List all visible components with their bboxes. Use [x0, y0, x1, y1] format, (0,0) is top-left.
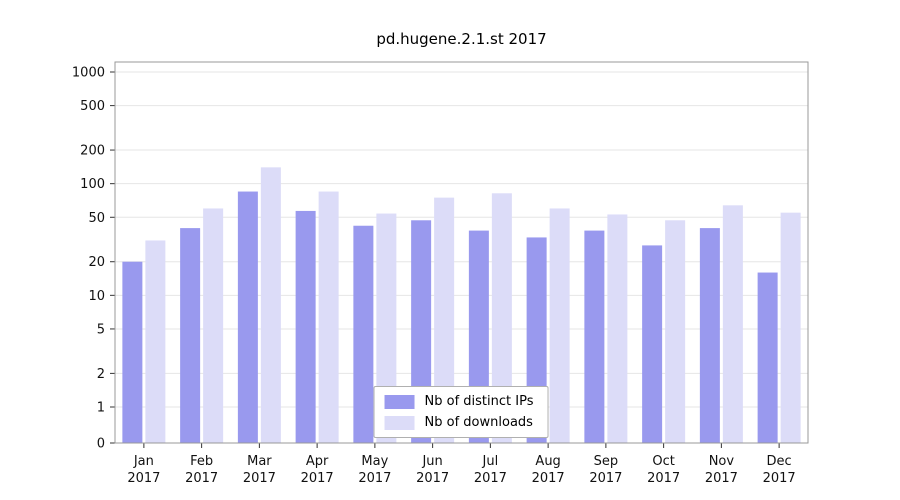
y-tick-label-5: 5 — [97, 322, 105, 337]
bar-distinct-ips-Feb — [180, 228, 201, 443]
y-tick-label-1: 1 — [97, 401, 105, 416]
x-label-year-Jun: 2017 — [416, 471, 449, 486]
x-label-year-Dec: 2017 — [763, 471, 796, 486]
bar-downloads-Oct — [665, 220, 686, 443]
x-label-year-Aug: 2017 — [532, 471, 565, 486]
y-tick-label-2: 2 — [97, 367, 105, 382]
y-tick-label-20: 20 — [88, 255, 105, 270]
legend: Nb of distinct IPs Nb of downloads — [373, 386, 549, 438]
x-label-month-Feb: Feb — [190, 454, 213, 469]
x-label-year-Jul: 2017 — [474, 471, 507, 486]
bar-downloads-Nov — [722, 205, 743, 443]
legend-item-downloads: Nb of downloads — [384, 415, 534, 430]
bar-distinct-ips-Dec — [757, 272, 778, 443]
x-label-month-Jul: Jul — [482, 454, 499, 469]
legend-label-distinct-ips: Nb of distinct IPs — [424, 394, 534, 409]
plot-border — [114, 61, 809, 444]
x-label-month-Sep: Sep — [594, 454, 619, 469]
y-tick-label-0: 0 — [97, 437, 105, 452]
x-label-year-Sep: 2017 — [589, 471, 622, 486]
x-label-month-Dec: Dec — [767, 454, 792, 469]
x-label-year-Oct: 2017 — [647, 471, 680, 486]
x-label-month-Oct: Oct — [652, 454, 674, 469]
chart-title: pd.hugene.2.1.st 2017 — [376, 30, 547, 48]
x-label-month-Jun: Jun — [421, 454, 442, 469]
legend-item-distinct-ips: Nb of distinct IPs — [384, 394, 534, 409]
y-tick-label-100: 100 — [80, 177, 105, 192]
legend-swatch-downloads — [384, 415, 415, 430]
x-label-month-Jan: Jan — [133, 454, 154, 469]
x-label-month-Apr: Apr — [306, 454, 329, 469]
legend-swatch-distinct-ips — [384, 394, 415, 409]
bar-downloads-Jul — [491, 193, 512, 443]
bar-distinct-ips-Sep — [584, 230, 605, 443]
bar-distinct-ips-Nov — [699, 228, 720, 443]
x-label-year-Nov: 2017 — [705, 471, 738, 486]
bar-downloads-Jan — [145, 240, 166, 443]
bar-downloads-Apr — [318, 191, 339, 443]
bar-downloads-Mar — [260, 167, 281, 443]
bar-distinct-ips-Mar — [237, 191, 258, 443]
y-tick-label-200: 200 — [80, 144, 105, 159]
y-tick-label-50: 50 — [88, 211, 105, 226]
x-label-month-Aug: Aug — [535, 454, 560, 469]
x-label-month-Mar: Mar — [247, 454, 272, 469]
bar-downloads-Aug — [549, 208, 570, 443]
bar-distinct-ips-Apr — [295, 210, 316, 443]
bar-downloads-Sep — [607, 214, 628, 443]
y-tick-label-1000: 1000 — [72, 66, 105, 81]
bar-downloads-Feb — [203, 208, 224, 443]
x-label-year-Jan: 2017 — [127, 471, 160, 486]
y-tick-label-500: 500 — [80, 99, 105, 114]
bar-downloads-May — [376, 213, 397, 443]
x-label-year-May: 2017 — [358, 471, 391, 486]
bar-downloads-Jun — [434, 197, 455, 443]
x-label-month-Nov: Nov — [709, 454, 735, 469]
x-label-year-Feb: 2017 — [185, 471, 218, 486]
legend-label-downloads: Nb of downloads — [424, 415, 533, 430]
bar-downloads-Dec — [780, 212, 801, 443]
bar-distinct-ips-May — [353, 225, 374, 443]
y-tick-label-10: 10 — [88, 289, 105, 304]
x-label-year-Apr: 2017 — [301, 471, 334, 486]
bar-distinct-ips-Oct — [642, 245, 663, 443]
bar-distinct-ips-Jan — [122, 261, 143, 443]
x-label-month-May: May — [361, 454, 388, 469]
x-label-year-Mar: 2017 — [243, 471, 276, 486]
